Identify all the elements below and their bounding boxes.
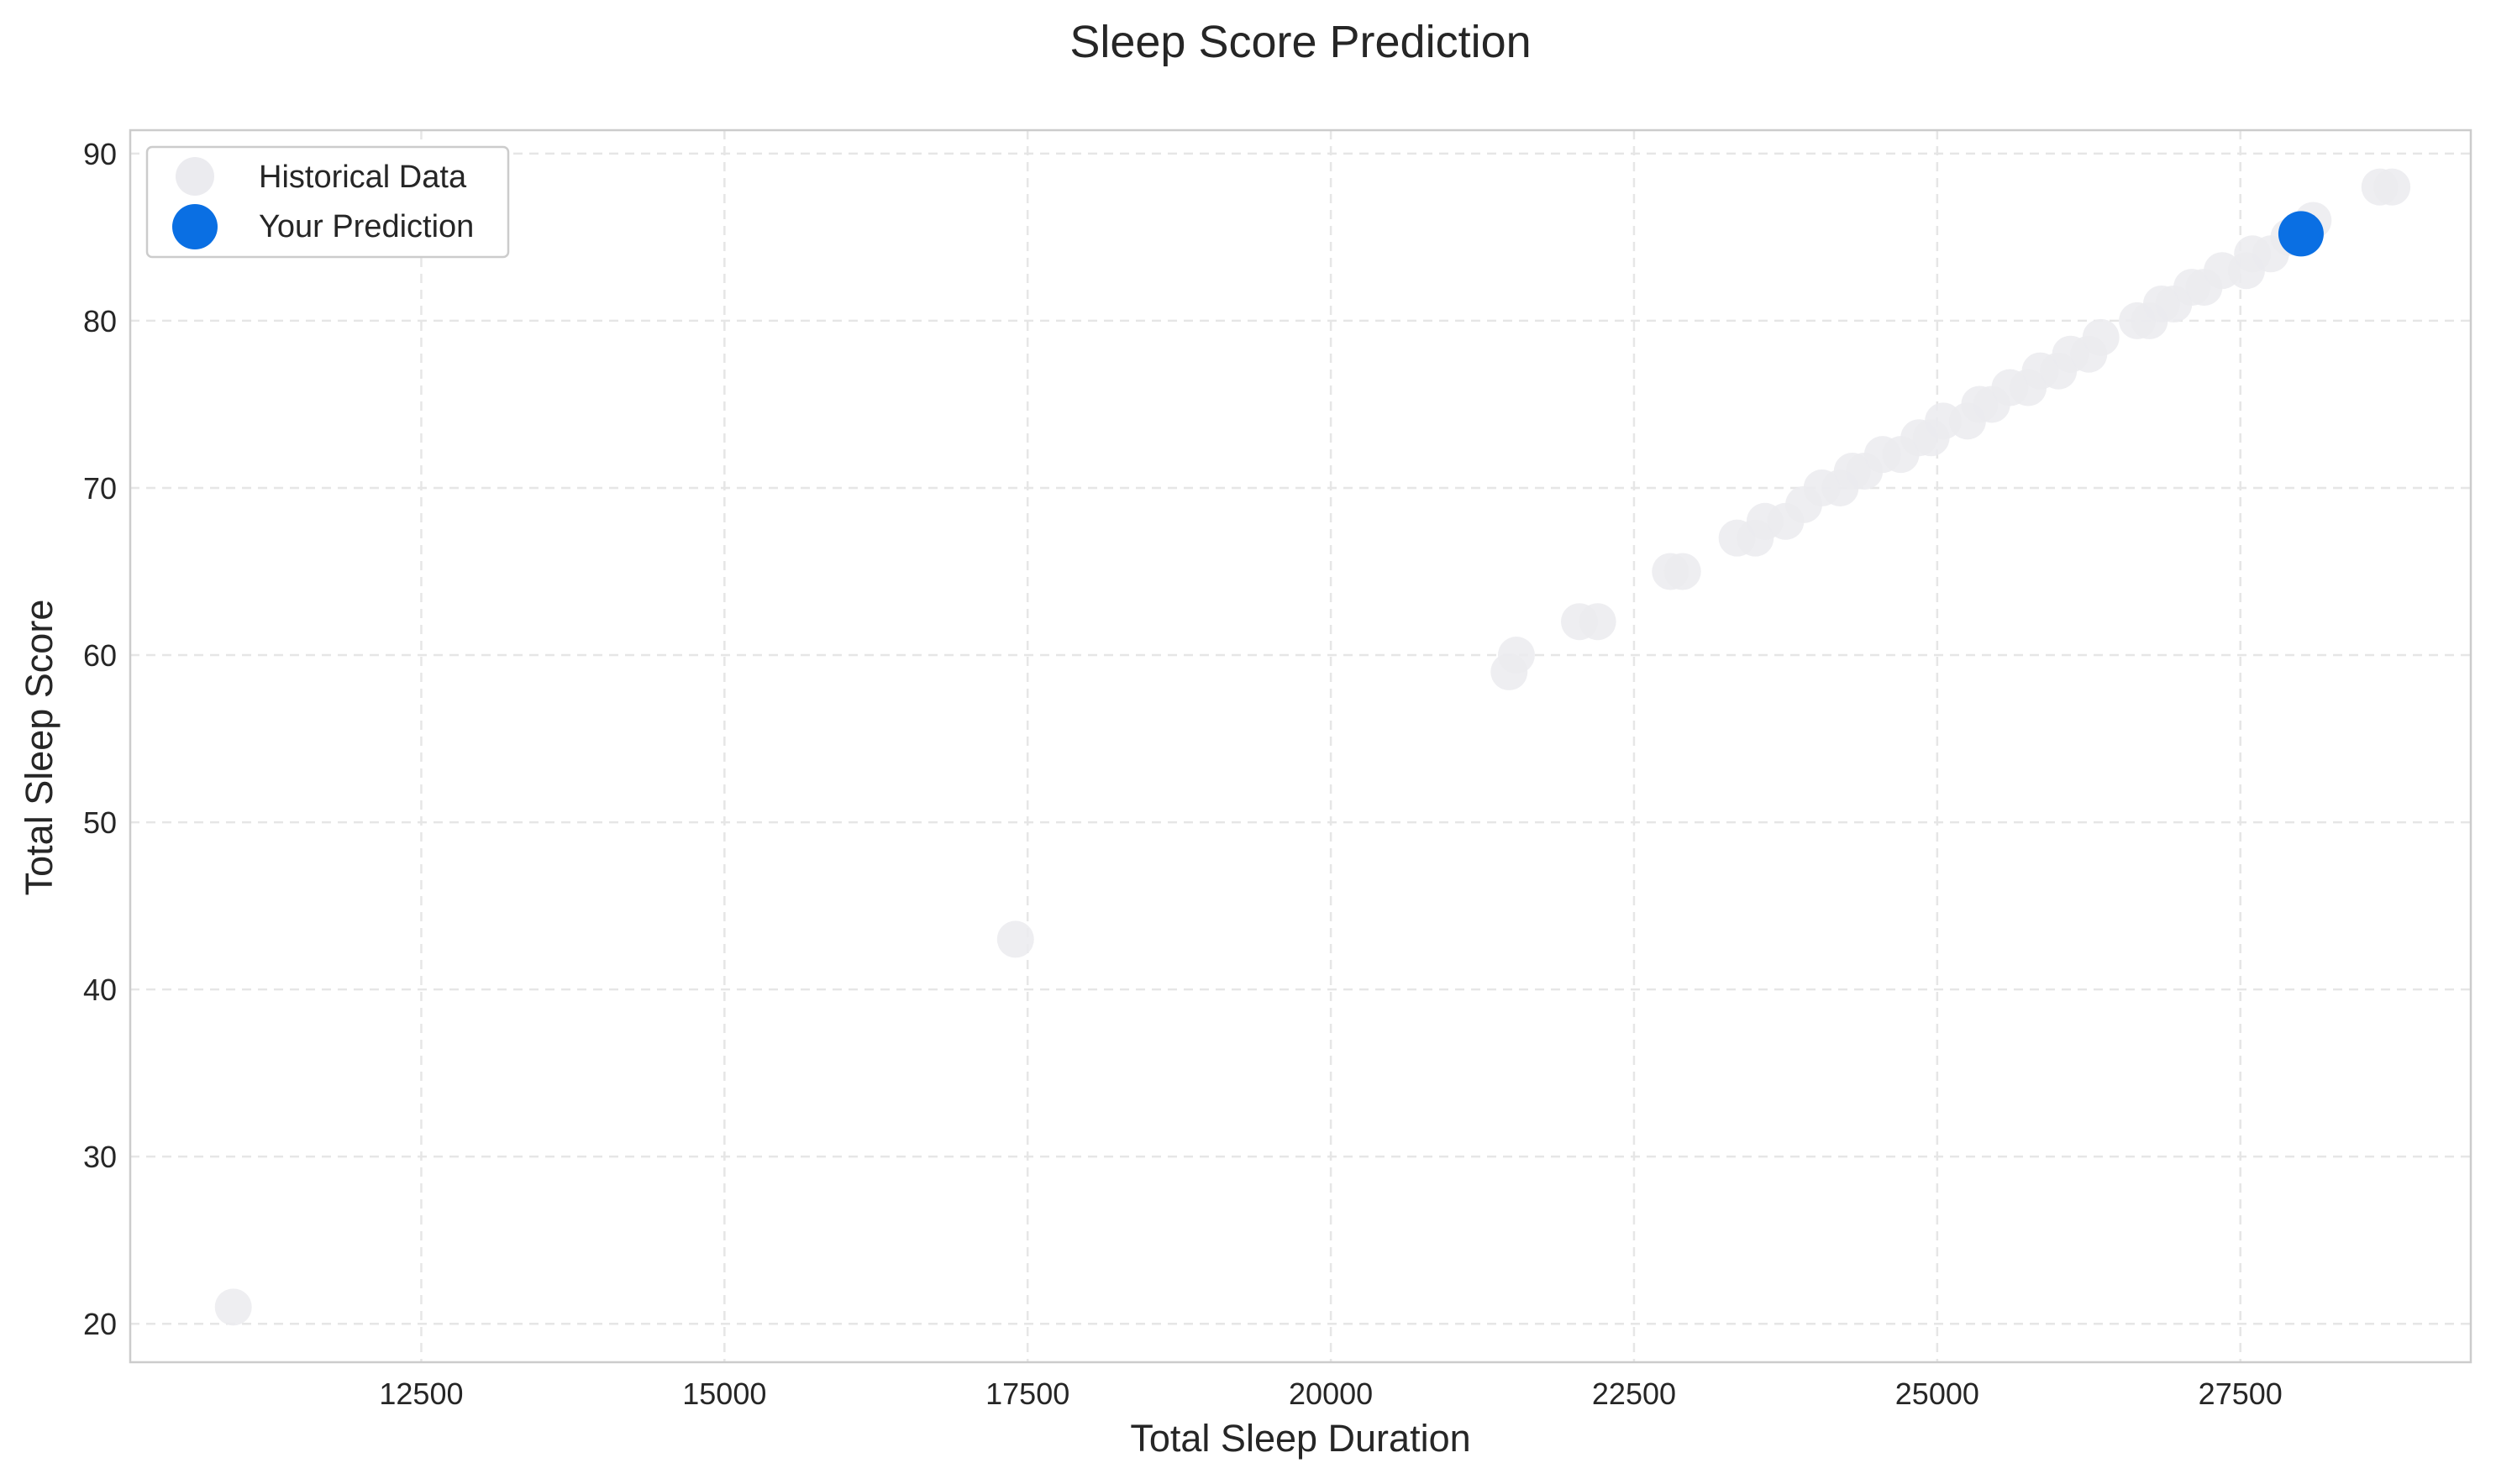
gridlines bbox=[130, 130, 2471, 1362]
x-axis-ticks: 12500 15000 17500 20000 22500 25000 27500 bbox=[379, 1377, 2282, 1411]
historical-data-point bbox=[2082, 318, 2120, 356]
y-tick-label: 70 bbox=[83, 471, 117, 506]
x-tick-label: 20000 bbox=[1289, 1377, 1373, 1411]
y-tick-label: 30 bbox=[83, 1140, 117, 1174]
legend-box bbox=[145, 145, 510, 259]
x-tick-label: 12500 bbox=[379, 1377, 463, 1411]
historical-data-point bbox=[214, 1288, 252, 1326]
legend: Historical Data Your Prediction bbox=[145, 145, 510, 259]
chart-title: Sleep Score Prediction bbox=[1069, 17, 1531, 67]
y-axis-label: Total Sleep Score bbox=[18, 600, 60, 896]
data-points bbox=[214, 168, 2411, 1326]
legend-historical-label: Historical Data bbox=[259, 160, 467, 195]
x-tick-label: 17500 bbox=[985, 1377, 1069, 1411]
legend-prediction-marker bbox=[172, 204, 218, 249]
x-tick-label: 22500 bbox=[1592, 1377, 1676, 1411]
historical-data-point bbox=[2373, 168, 2411, 206]
legend-historical-marker bbox=[176, 157, 214, 196]
x-tick-label: 25000 bbox=[1895, 1377, 1979, 1411]
y-tick-label: 20 bbox=[83, 1307, 117, 1341]
y-tick-label: 40 bbox=[83, 973, 117, 1007]
plot-area-frame bbox=[129, 128, 2472, 1364]
prediction-point bbox=[2278, 211, 2324, 257]
x-axis-label: Total Sleep Duration bbox=[1130, 1417, 1470, 1460]
historical-data-point bbox=[1497, 637, 1535, 674]
y-tick-label: 50 bbox=[83, 805, 117, 840]
historical-data-point bbox=[1579, 603, 1616, 641]
y-tick-label: 60 bbox=[83, 638, 117, 673]
historical-data-point bbox=[996, 920, 1034, 958]
x-tick-label: 27500 bbox=[2199, 1377, 2283, 1411]
historical-data-point bbox=[1663, 553, 1701, 590]
y-axis-ticks: 20 30 40 50 60 70 80 90 bbox=[83, 137, 117, 1341]
legend-prediction-label: Your Prediction bbox=[259, 209, 474, 244]
y-tick-label: 90 bbox=[83, 137, 117, 171]
y-tick-label: 80 bbox=[83, 304, 117, 338]
x-tick-label: 15000 bbox=[682, 1377, 766, 1411]
